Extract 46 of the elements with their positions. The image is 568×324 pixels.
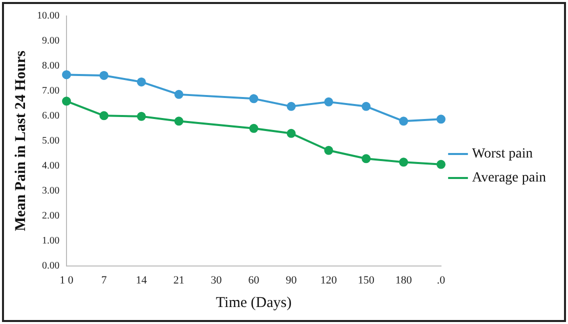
y-axis-title: Mean Pain in Last 24 Hours [12,50,29,232]
y-tick-label: 6.00 [42,110,60,122]
y-tick-label: 4.00 [42,160,60,172]
point [286,128,296,138]
x-axis-title: Time (Days) [216,294,292,311]
y-tick-label: 1.00 [42,235,60,246]
point [99,70,108,80]
x-tick-label: 14 [136,274,148,286]
y-tick-label: 2.00 [42,210,60,222]
y-tick-label: 8.00 [42,60,60,72]
x-tick-label: 180 [395,274,412,286]
point [174,116,184,126]
y-tick-label: 7.00 [42,86,60,97]
point [362,102,371,111]
point [136,77,146,86]
point [399,158,408,167]
point [99,111,108,120]
point [286,102,296,111]
x-tick-label: 30 [210,274,222,286]
y-tick-label: 3.00 [42,185,60,196]
point [362,154,371,164]
x-tick-label: 90 [286,274,298,286]
x-tick-label: 60 [248,274,260,286]
x-tick-label: .0 [436,274,446,286]
y-tick-label: 9.00 [42,36,60,47]
legend-label: Average pain [472,170,546,186]
x-tick-label: 150 [358,274,375,286]
y-tick-label: 5.00 [42,136,60,147]
y-tick-label: 10.00 [37,10,60,22]
point [62,70,71,80]
point [436,114,446,124]
x-tick-label: 120 [320,274,338,286]
x-tick-label: 21 [173,274,184,286]
point [324,146,334,155]
point [174,90,184,99]
point [136,112,146,121]
point [249,124,258,133]
point [324,97,334,106]
x-tick-label: 7 [101,274,108,286]
point [436,160,446,169]
point [249,94,258,104]
point [399,116,408,126]
point [62,96,71,106]
y-tick-label: 0.00 [42,260,60,272]
legend-label: Worst pain [472,146,533,162]
x-tick-label: 1 0 [60,274,74,286]
